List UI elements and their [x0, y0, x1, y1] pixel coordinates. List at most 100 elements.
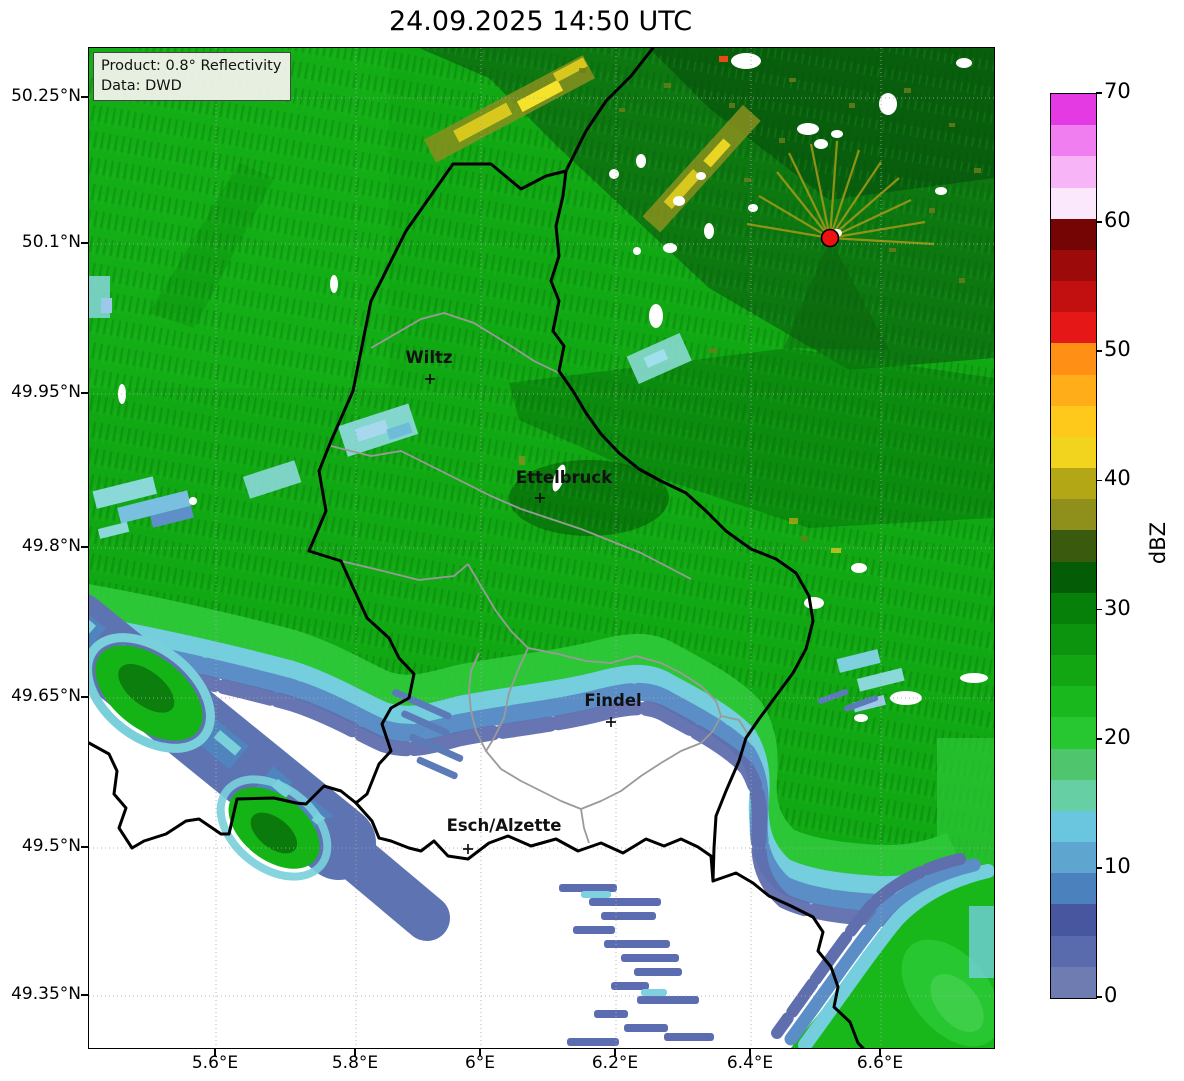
colorbar-segment: [1051, 218, 1096, 250]
lat-tick-mark: [81, 546, 88, 548]
lat-tick-mark: [81, 96, 88, 98]
lon-tick-mark: [614, 1048, 616, 1056]
colorbar-tick-mark: [1096, 92, 1102, 94]
white-specks: [118, 53, 988, 722]
city-marker: [463, 844, 473, 854]
lat-tick-mark: [81, 242, 88, 244]
colorbar-segment: [1051, 873, 1096, 905]
corner-echo: [777, 859, 994, 1048]
colorbar-segment: [1051, 810, 1096, 843]
colorbar-tick-label: 50: [1104, 337, 1131, 362]
colorbar-axis-label: dBZ: [1146, 521, 1170, 565]
colorbar-tick-label: 70: [1104, 79, 1131, 103]
colorbar-segment: [1051, 561, 1096, 593]
radar-site-layer: [820, 228, 840, 248]
sw-precip-band: [89, 594, 450, 941]
colorbar-segment: [1051, 156, 1096, 188]
lon-tick-label: 5.8°E: [331, 1053, 379, 1073]
colorbar-tick-label: 40: [1104, 466, 1131, 491]
radar-map: Wiltz Ettelbruck Findel Esch/Alzette: [89, 48, 994, 1048]
colorbar-tick-label: 20: [1104, 724, 1131, 749]
lat-tick-label: 49.5°N: [21, 836, 81, 856]
colorbar-segment: [1051, 655, 1096, 687]
colorbar-tick-label: 0: [1104, 983, 1118, 1007]
data-source-line: Data: DWD: [101, 78, 182, 94]
lon-tick-label: 6.6°E: [856, 1053, 904, 1073]
colorbar-segment: [1051, 935, 1096, 967]
lon-tick-label: 6.4°E: [726, 1053, 774, 1073]
lon-tick-label: 5.6°E: [191, 1053, 239, 1073]
city-label: Wiltz: [405, 348, 452, 367]
colorbar-tick-mark: [1096, 479, 1102, 482]
colorbar-segment: [1051, 436, 1096, 469]
radar-spokes: [746, 140, 935, 246]
colorbar-tick-mark: [1096, 608, 1102, 611]
lat-tick-label: 49.65°N: [11, 686, 81, 706]
colorbar-segment: [1051, 281, 1096, 313]
city-label: Ettelbruck: [516, 468, 613, 487]
lat-tick-mark: [81, 994, 88, 996]
blue-streaks: [392, 688, 879, 1046]
lat-tick-label: 49.35°N: [11, 984, 81, 1004]
city-marker: [425, 374, 435, 384]
colorbar-tick-label: 60: [1104, 208, 1131, 233]
colorbar-tick-label: 10: [1104, 853, 1131, 878]
lat-tick-label: 50.1°N: [21, 232, 81, 252]
colorbar-segment: [1051, 623, 1096, 656]
city-label: Esch/Alzette: [447, 816, 562, 835]
border-moselle: [711, 871, 865, 1048]
border-germany-belgium: [564, 48, 655, 173]
radar-location-dot: [820, 228, 840, 248]
colorbar-tick-label: 30: [1104, 595, 1131, 620]
city-marker: [606, 717, 616, 727]
lon-tick-mark: [879, 1048, 881, 1056]
colorbar-segment: [1051, 405, 1096, 437]
colorbar-tick-mark: [1096, 737, 1102, 740]
red-echo-speck: [719, 56, 728, 62]
colorbar-segment: [1051, 468, 1096, 500]
border-luxembourg: [307, 162, 815, 883]
product-line: Product: 0.8° Reflectivity: [101, 58, 282, 74]
colorbar-segment: [1051, 966, 1096, 998]
colorbar-segment: [1051, 343, 1096, 375]
colorbar-segment: [1051, 312, 1096, 344]
colorbar-segment: [1051, 717, 1096, 749]
lon-tick-mark: [354, 1048, 356, 1056]
lon-tick-mark: [749, 1048, 751, 1056]
lat-tick-label: 49.95°N: [11, 382, 81, 402]
colorbar-segment: [1051, 125, 1096, 157]
yellow-echo-bands: [423, 55, 981, 553]
lat-tick-label: 49.8°N: [21, 536, 81, 556]
colorbar: [1050, 93, 1097, 999]
city-marker: [535, 493, 545, 503]
colorbar-segment: [1051, 374, 1096, 406]
city-labels-layer: Wiltz Ettelbruck Findel Esch/Alzette: [405, 348, 642, 854]
colorbar-segment: [1051, 592, 1096, 624]
colorbar-tick-mark: [1096, 350, 1102, 353]
lat-tick-label: 50.25°N: [11, 86, 81, 106]
map-frame: Wiltz Ettelbruck Findel Esch/Alzette: [88, 47, 995, 1049]
colorbar-segment: [1051, 94, 1096, 126]
colorbar-segment: [1051, 499, 1096, 531]
page-title: 24.09.2025 14:50 UTC: [388, 6, 693, 37]
lon-tick-mark: [214, 1048, 216, 1056]
lat-tick-mark: [81, 846, 88, 848]
radar-cyan-patches: [89, 276, 905, 713]
radar-shadow-wedge: [784, 238, 889, 350]
colorbar-segment: [1051, 904, 1096, 936]
colorbar-segment: [1051, 842, 1096, 874]
border-france-belgium: [89, 741, 358, 850]
colorbar-tick-mark: [1096, 867, 1102, 869]
colorbar-segment: [1051, 748, 1096, 780]
colorbar-segment: [1051, 187, 1096, 219]
product-info-box: Product: 0.8° Reflectivity Data: DWD: [93, 52, 292, 101]
lat-tick-mark: [81, 392, 88, 394]
country-borders: [89, 48, 865, 1048]
lon-tick-label: 6°E: [464, 1053, 496, 1073]
city-label: Findel: [584, 691, 641, 710]
district-borders: [330, 312, 750, 844]
lon-tick-label: 6.2°E: [591, 1053, 639, 1073]
lat-tick-mark: [81, 696, 88, 698]
colorbar-segment: [1051, 530, 1096, 562]
